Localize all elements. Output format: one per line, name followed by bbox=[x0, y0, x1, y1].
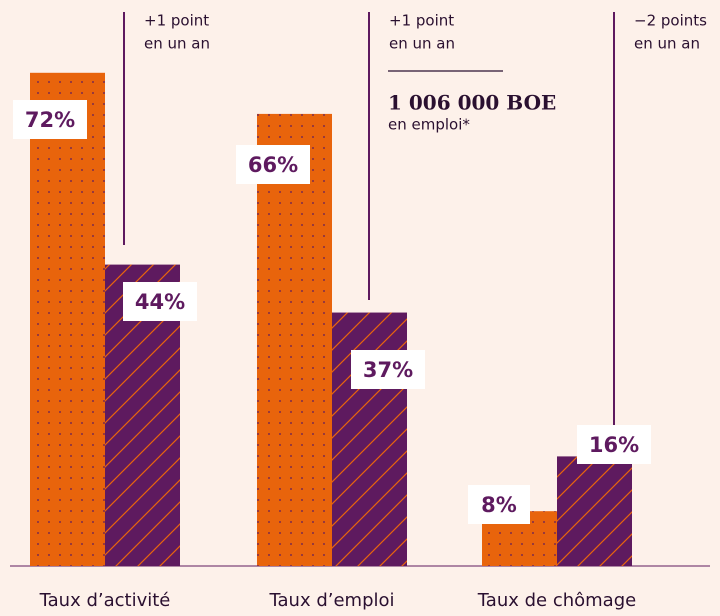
annotation: −2 points bbox=[634, 12, 707, 30]
x-tick-label: Taux de chômage bbox=[477, 590, 636, 611]
bar-pattern bbox=[30, 72, 105, 567]
bar-pattern bbox=[557, 456, 632, 566]
x-tick-label: Taux d’activité bbox=[39, 590, 171, 611]
annotation: en un an bbox=[634, 35, 700, 53]
value-label-box bbox=[236, 145, 310, 184]
value-label-box bbox=[351, 350, 425, 389]
value-label-box bbox=[123, 282, 197, 321]
bar-pattern bbox=[257, 113, 332, 567]
value-label: 66% bbox=[248, 153, 298, 177]
value-label: 44% bbox=[135, 290, 185, 314]
value-label: 16% bbox=[589, 433, 639, 457]
value-label-box bbox=[577, 425, 651, 464]
annotation: en un an bbox=[144, 35, 210, 53]
value-label: 37% bbox=[363, 358, 413, 382]
annotation: en un an bbox=[389, 35, 455, 53]
highlight-label: en emploi* bbox=[388, 116, 470, 134]
annotation: +1 point bbox=[389, 12, 454, 30]
value-label-box bbox=[13, 100, 87, 139]
highlight-value: 1 006 000 BOE bbox=[388, 91, 556, 115]
annotation: +1 point bbox=[144, 12, 209, 30]
value-label: 8% bbox=[481, 493, 517, 517]
value-label: 72% bbox=[25, 108, 75, 132]
x-tick-label: Taux d’emploi bbox=[268, 590, 394, 611]
value-label-box bbox=[468, 485, 530, 524]
